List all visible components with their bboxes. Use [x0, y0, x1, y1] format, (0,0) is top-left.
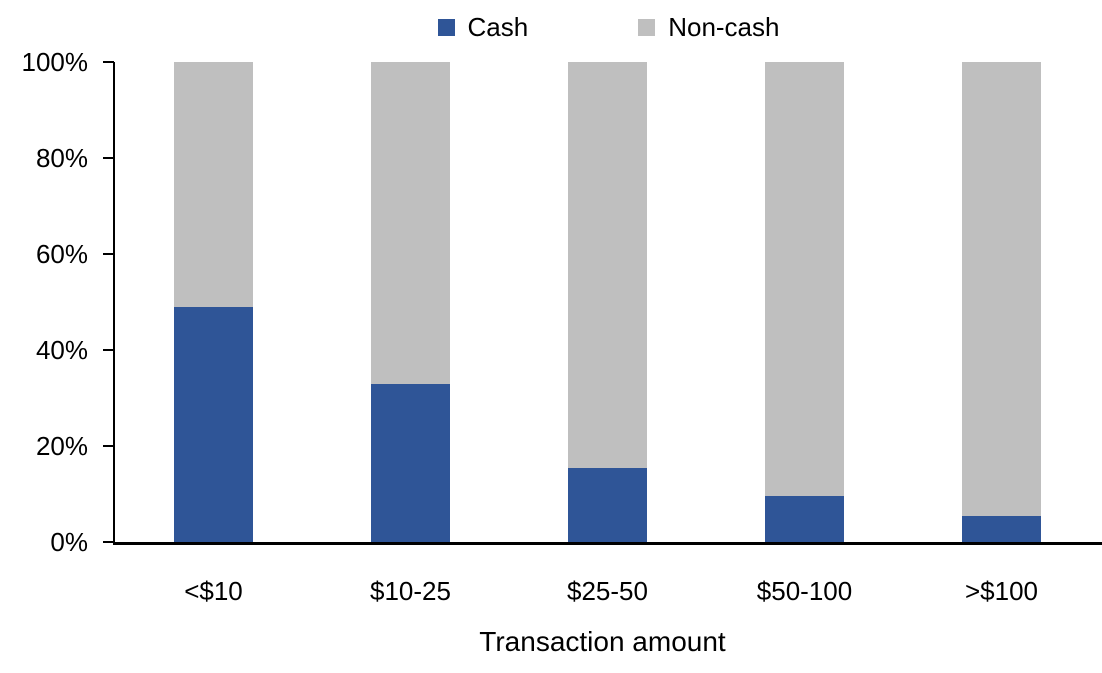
x-axis-title: Transaction amount [479, 626, 726, 657]
y-axis-tick-mark [103, 157, 114, 159]
bar-segment-cash-4 [962, 516, 1041, 542]
bar-segment-noncash-4 [962, 62, 1041, 516]
bar-segment-noncash-2 [568, 62, 647, 468]
y-tick-label: 20% [35, 431, 88, 461]
bar-segment-noncash-1 [371, 62, 450, 384]
legend-item-cash: Cash [437, 12, 529, 42]
bar-segment-noncash-3 [765, 62, 844, 496]
y-tick-label: 0% [50, 527, 88, 557]
bar-segment-cash-2 [568, 468, 647, 542]
x-category-label-0: <$10 [184, 576, 243, 606]
x-category-label-2: $25-50 [567, 576, 648, 606]
bar-segment-cash-0 [174, 307, 253, 542]
x-category-label-1: $10-25 [370, 576, 451, 606]
legend-label-cash: Cash [467, 12, 529, 42]
y-axis-tick-mark [103, 541, 114, 543]
x-category-label-4: >$100 [964, 576, 1039, 606]
y-axis-tick-mark [103, 61, 114, 63]
y-axis-tick-mark [103, 445, 114, 447]
y-axis-line [113, 62, 115, 545]
legend-swatch-cash [437, 18, 455, 36]
y-tick-label: 100% [21, 47, 89, 77]
y-axis-tick-mark [103, 253, 114, 255]
bar-segment-cash-3 [765, 496, 844, 542]
bar-segment-noncash-0 [174, 62, 253, 307]
x-axis-line [113, 542, 1102, 545]
legend-label-noncash: Non-cash [668, 12, 780, 42]
y-tick-label: 60% [35, 239, 88, 269]
y-axis-tick-mark [103, 349, 114, 351]
y-tick-label: 40% [35, 335, 88, 365]
x-category-label-3: $50-100 [756, 576, 853, 606]
y-tick-label: 80% [35, 143, 88, 173]
bar-segment-cash-1 [371, 384, 450, 542]
legend-item-noncash: Non-cash [638, 14, 779, 40]
chart-legend: Cash Non-cash [115, 11, 1102, 43]
legend-swatch-noncash [638, 18, 656, 36]
